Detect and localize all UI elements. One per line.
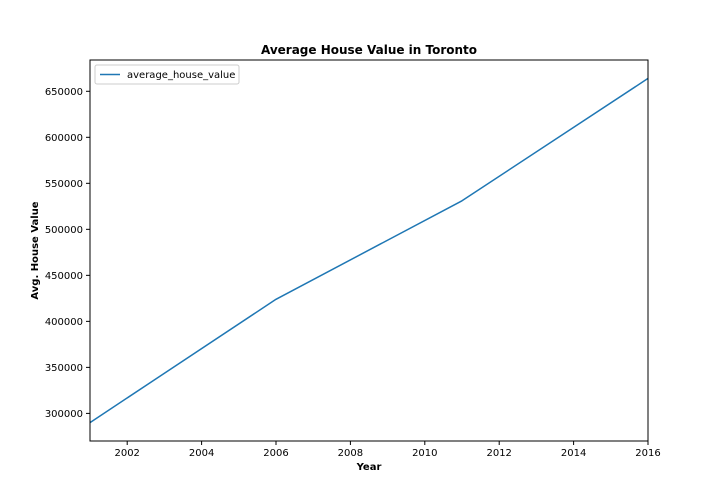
x-tick-label: 2008 xyxy=(338,448,363,459)
chart-title: Average House Value in Toronto xyxy=(261,43,477,57)
x-axis-ticks: 2002 2004 2006 2008 2010 2012 2014 2016 xyxy=(114,441,661,459)
y-tick-label: 650000 xyxy=(45,87,83,98)
y-axis-label: Avg. House Value xyxy=(30,201,41,299)
legend-box xyxy=(94,64,240,85)
y-tick-label: 300000 xyxy=(45,409,83,420)
legend: average_house_value xyxy=(94,64,240,85)
y-tick-label: 500000 xyxy=(45,225,83,236)
y-tick-label: 450000 xyxy=(45,271,83,282)
plot-area-frame xyxy=(89,59,649,442)
x-tick-label: 2010 xyxy=(412,448,437,459)
series-layer xyxy=(89,77,649,424)
series-line-average_house_value xyxy=(89,77,649,424)
x-tick-label: 2006 xyxy=(263,448,288,459)
y-axis-ticks: 300000 350000 400000 450000 500000 550000 6000… xyxy=(45,87,90,420)
x-tick-label: 2016 xyxy=(635,448,660,459)
y-tick-label: 550000 xyxy=(45,179,83,190)
x-axis-label: Year xyxy=(356,462,382,473)
x-tick-label: 2004 xyxy=(189,448,214,459)
y-tick-label: 400000 xyxy=(45,317,83,328)
x-tick-label: 2014 xyxy=(561,448,586,459)
y-tick-label: 600000 xyxy=(45,133,83,144)
x-tick-label: 2012 xyxy=(486,448,511,459)
y-tick-label: 350000 xyxy=(45,363,83,374)
x-tick-label: 2002 xyxy=(114,448,139,459)
legend-entry-label: average_house_value xyxy=(127,70,235,81)
